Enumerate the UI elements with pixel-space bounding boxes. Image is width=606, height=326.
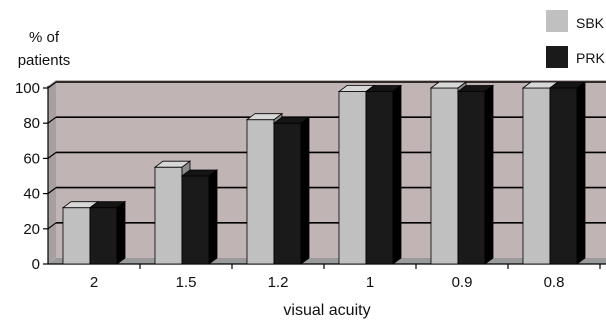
bar-front bbox=[62, 207, 91, 265]
x-tick-label: 0.9 bbox=[452, 274, 473, 291]
bar-front bbox=[522, 87, 551, 265]
bars bbox=[61, 81, 587, 265]
legend-label-prk: PRK bbox=[576, 50, 605, 66]
bar-side bbox=[208, 169, 218, 265]
gridline-side bbox=[47, 81, 57, 89]
legend: SBK PRK bbox=[546, 10, 605, 68]
bar-prk-1 bbox=[364, 84, 403, 265]
gridline-side bbox=[47, 116, 57, 124]
gridline-side bbox=[47, 187, 57, 195]
bar-front bbox=[181, 175, 210, 265]
gridline-side bbox=[47, 222, 57, 230]
bar-front bbox=[273, 122, 302, 265]
legend-swatch-sbk bbox=[546, 10, 568, 32]
bar-side bbox=[484, 84, 494, 265]
x-axis-label: visual acuity bbox=[283, 302, 370, 319]
y-tick-label: 40 bbox=[23, 186, 40, 203]
bar-front bbox=[457, 91, 486, 265]
legend-item-prk: PRK bbox=[546, 46, 605, 68]
bar-prk-0.9 bbox=[456, 84, 495, 265]
bar-prk-1.5 bbox=[180, 169, 219, 265]
y-tick-label: 0 bbox=[32, 256, 40, 273]
bar-side bbox=[300, 116, 310, 265]
legend-item-sbk: SBK bbox=[546, 10, 605, 32]
bar-front bbox=[89, 207, 118, 265]
gridline-side bbox=[47, 151, 57, 159]
bar-side bbox=[392, 84, 402, 265]
y-tick-label: 80 bbox=[23, 115, 40, 132]
x-tick-label: 1.5 bbox=[176, 274, 197, 291]
y-axis-label-line1: % of bbox=[29, 29, 60, 46]
bar-front bbox=[430, 87, 459, 265]
bar-side bbox=[576, 81, 586, 265]
x-tick-label: 1 bbox=[366, 274, 374, 291]
bar-prk-1.2 bbox=[272, 116, 311, 265]
bar-prk-2 bbox=[88, 200, 127, 265]
y-axis-label-line2: patients bbox=[18, 52, 71, 69]
bar-prk-0.8 bbox=[548, 81, 587, 265]
legend-label-sbk: SBK bbox=[576, 15, 605, 31]
x-tick-label: 0.8 bbox=[544, 274, 565, 291]
x-tick-label: 2 bbox=[90, 274, 98, 291]
bar-front bbox=[338, 91, 367, 265]
plot-side-wall bbox=[48, 80, 56, 264]
bar-front bbox=[246, 119, 275, 265]
y-tick-label: 60 bbox=[23, 150, 40, 167]
bar-side bbox=[116, 200, 126, 265]
y-tick-label: 100 bbox=[15, 80, 40, 97]
x-tick-label: 1.2 bbox=[268, 274, 289, 291]
bar-front bbox=[365, 91, 394, 265]
plot-area bbox=[47, 80, 606, 264]
y-tick-label: 20 bbox=[23, 221, 40, 238]
axes: 0 20 40 60 80 100 2 1.5 1.2 1 0.9 0.8 bbox=[15, 80, 606, 291]
bar-front bbox=[154, 166, 183, 265]
legend-swatch-prk bbox=[546, 46, 568, 68]
plot-floor bbox=[48, 258, 606, 264]
bar-front bbox=[549, 87, 578, 265]
